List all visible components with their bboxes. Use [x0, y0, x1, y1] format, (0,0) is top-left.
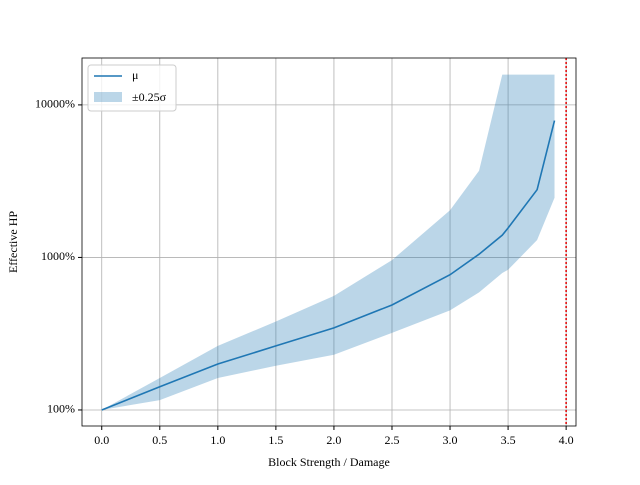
line — [101, 120, 556, 411]
axes-frame — [81, 57, 577, 427]
x-axis-label: Block Strength / Damage — [268, 455, 390, 469]
x-tick-label: 3.0 — [443, 433, 458, 447]
x-tick-label: 0.0 — [94, 433, 109, 447]
x-tick-label: 1.0 — [210, 433, 225, 447]
x-tick-label: 2.0 — [326, 433, 341, 447]
legend-label: ±0.25σ — [132, 90, 167, 104]
legend-label: μ — [132, 68, 138, 82]
legend-patch — [94, 92, 122, 102]
x-tick-label: 2.5 — [384, 433, 399, 447]
x-tick-label: 0.5 — [152, 433, 167, 447]
x-tick-label: 1.5 — [268, 433, 283, 447]
y-axis-label: Effective HP — [6, 211, 20, 273]
x-tick-label: 3.5 — [501, 433, 516, 447]
band — [101, 74, 555, 410]
y-tick-label: 10000% — [35, 97, 75, 111]
y-tick-label: 100% — [47, 402, 75, 416]
y-tick-label: 1000% — [41, 249, 75, 263]
x-tick-label: 4.0 — [559, 433, 574, 447]
